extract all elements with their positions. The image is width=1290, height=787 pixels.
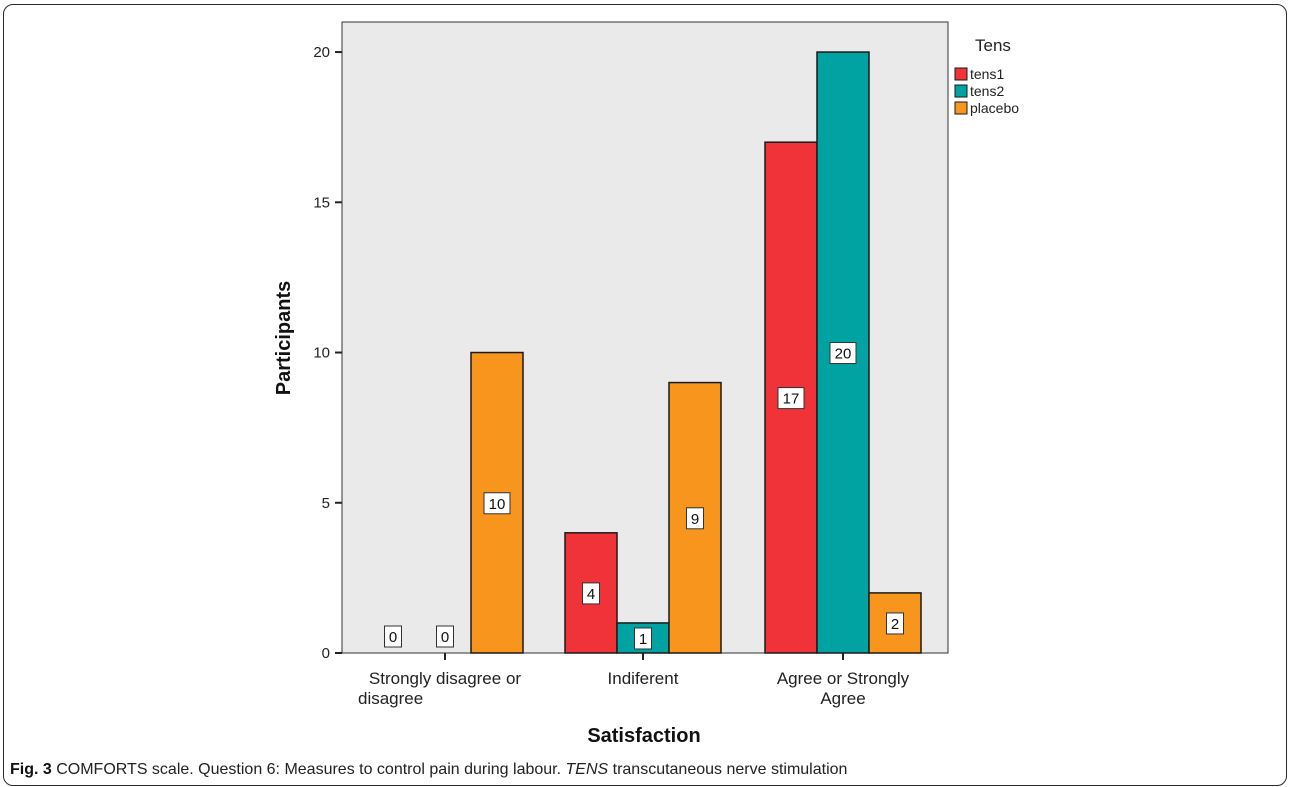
x-tick-label: Agree or Strongly bbox=[777, 669, 910, 688]
data-label-box bbox=[829, 342, 857, 365]
data-label-box bbox=[686, 507, 704, 530]
data-label-box bbox=[384, 625, 402, 648]
x-axis-title: Satisfaction bbox=[587, 725, 700, 747]
legend-title: Tens bbox=[975, 36, 1011, 55]
x-tick-label: Agree bbox=[820, 689, 865, 708]
legend-swatch-tens2 bbox=[954, 84, 968, 98]
data-label-box bbox=[777, 387, 805, 410]
y-tick-label: 15 bbox=[313, 194, 330, 211]
x-tick-label: Strongly disagree or bbox=[369, 669, 521, 688]
bar-placebo bbox=[868, 592, 922, 654]
y-axis-title: Participants bbox=[273, 281, 295, 395]
data-label-box bbox=[886, 612, 904, 635]
data-label: 20 bbox=[835, 346, 852, 363]
data-label-box bbox=[634, 627, 652, 650]
data-label: 0 bbox=[389, 629, 397, 646]
y-tick-label: 5 bbox=[322, 495, 330, 512]
data-labels-group: 0 0 10 4 1 9 17 20 2 bbox=[384, 342, 904, 650]
caption-text: COMFORTS scale. Question 6: Measures to … bbox=[51, 761, 566, 778]
data-label-box bbox=[436, 625, 454, 648]
y-tick-label: 10 bbox=[313, 345, 330, 362]
legend-swatch-tens1 bbox=[954, 67, 968, 81]
data-label: 10 bbox=[489, 496, 506, 513]
data-label: 0 bbox=[441, 629, 449, 646]
caption-text-end: transcutaneous nerve stimulation bbox=[608, 761, 848, 778]
legend-label-placebo: placebo bbox=[970, 100, 1019, 116]
caption-label: Fig. 3 bbox=[10, 761, 52, 778]
x-tick-label: Indiferent bbox=[608, 669, 679, 688]
legend-label-tens1: tens1 bbox=[970, 66, 1004, 82]
figure-caption: Fig. 3 COMFORTS scale. Question 6: Measu… bbox=[10, 761, 847, 779]
data-label: 17 bbox=[783, 391, 800, 408]
legend-swatch-placebo bbox=[954, 101, 968, 115]
bars-group bbox=[470, 51, 922, 654]
y-tick-label: 0 bbox=[322, 645, 330, 662]
y-tick-label: 20 bbox=[313, 44, 330, 61]
figure-frame bbox=[3, 4, 1287, 786]
data-label-box bbox=[483, 492, 511, 515]
data-label: 2 bbox=[891, 616, 899, 633]
data-label: 4 bbox=[587, 586, 595, 603]
caption-abbrev: TENS bbox=[565, 761, 609, 778]
x-tick-label: disagree bbox=[358, 689, 423, 708]
data-label: 9 bbox=[691, 511, 699, 528]
data-label: 1 bbox=[639, 631, 647, 648]
data-label-box bbox=[582, 582, 600, 605]
legend-label-tens2: tens2 bbox=[970, 83, 1004, 99]
